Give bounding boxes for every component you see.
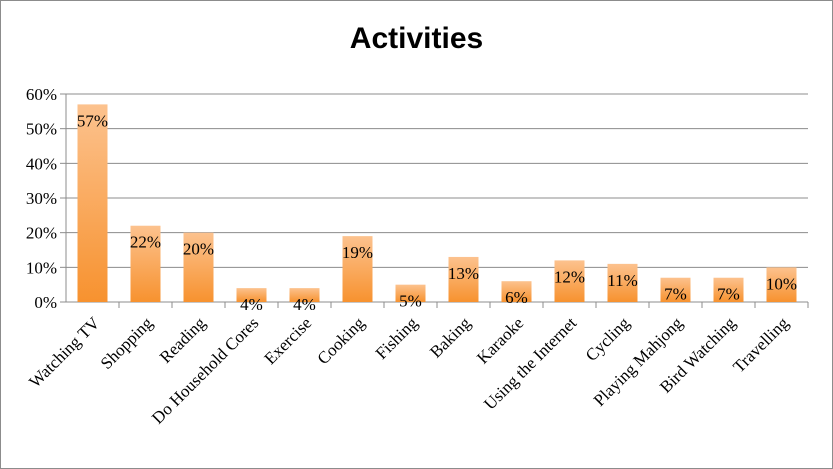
data-label: 7% <box>717 285 740 304</box>
y-tick-label: 50% <box>26 120 57 139</box>
bar <box>501 281 532 302</box>
x-tick-label: Fishing <box>372 313 422 363</box>
chart-title: Activities <box>349 22 484 55</box>
y-axis-ticks: 0% 10% 20% 30% 40% 50% 60% <box>26 85 57 312</box>
x-tick-label: Shopping <box>97 313 157 373</box>
x-tick-label: Cycling <box>582 313 634 365</box>
x-tick-label: Baking <box>426 313 475 362</box>
bar <box>236 288 267 302</box>
x-tick-label: Playing Mahjong <box>590 313 687 410</box>
data-label: 11% <box>607 271 638 290</box>
data-label: 10% <box>766 274 797 293</box>
x-tick-label: Cooking <box>313 313 368 368</box>
x-tick-label: Exercise <box>261 313 316 368</box>
x-tick-label: Reading <box>156 313 210 367</box>
y-tick-label: 40% <box>26 154 57 173</box>
bar <box>342 236 373 302</box>
x-tick-label: Travelling <box>729 313 792 376</box>
bar <box>130 225 161 302</box>
bar <box>713 277 744 302</box>
x-tick-label: Karaoke <box>473 313 527 367</box>
data-label: 19% <box>342 243 373 262</box>
data-label: 4% <box>240 295 263 314</box>
data-label: 5% <box>399 292 422 311</box>
data-label: 20% <box>183 240 214 259</box>
y-tick-label: 20% <box>26 224 57 243</box>
data-label: 57% <box>77 111 108 130</box>
bar <box>395 284 426 302</box>
bar <box>554 260 585 302</box>
bar <box>766 267 797 302</box>
x-tick-label: Watching TV <box>25 313 104 392</box>
data-labels: 57% 22% 20% 4% 4% 19% 5% 13% 6% 12% 11% 7% 7% 10% <box>77 111 797 314</box>
bar <box>660 277 691 302</box>
x-tick-label: Using the Internet <box>480 313 580 413</box>
data-label: 13% <box>448 264 479 283</box>
bar <box>448 256 479 302</box>
y-tick-label: 60% <box>26 85 57 104</box>
data-label: 4% <box>293 295 316 314</box>
y-tick-label: 10% <box>26 258 57 277</box>
bars <box>77 104 797 303</box>
bar <box>289 288 320 302</box>
data-label: 22% <box>130 233 161 252</box>
bar <box>607 263 638 302</box>
y-tick-label: 30% <box>26 189 57 208</box>
bar <box>183 232 214 302</box>
y-tick-label: 0% <box>34 293 57 312</box>
bar <box>77 104 108 303</box>
data-label: 7% <box>664 285 687 304</box>
gridlines <box>60 93 809 308</box>
data-label: 12% <box>554 267 585 286</box>
data-label: 6% <box>505 288 528 307</box>
